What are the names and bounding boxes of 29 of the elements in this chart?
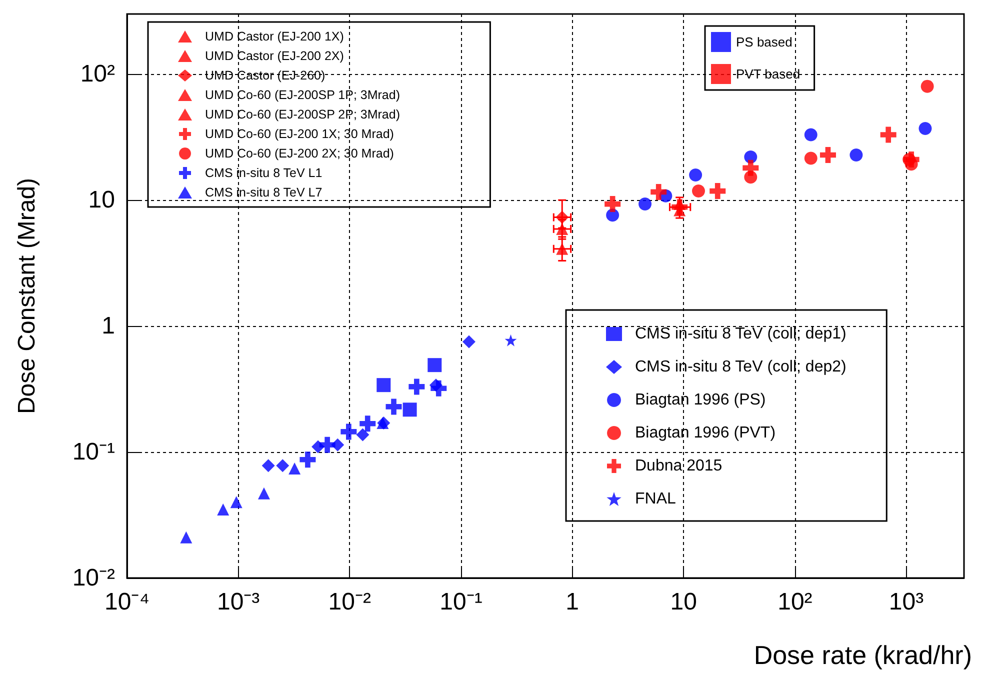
- x-tick-label: 10³: [888, 588, 924, 616]
- legend-label: UMD Co-60 (EJ-200SP 2P; 3Mrad): [205, 108, 400, 122]
- y-tick-label: 10: [88, 186, 115, 214]
- legend-label: FNAL: [635, 490, 676, 508]
- legend-label: CMS in-situ 8 TeV L1: [205, 166, 322, 180]
- legend-label: UMD Castor (EJ-200 1X): [205, 30, 344, 44]
- legend-label: CMS in-situ 8 TeV (coll; dep2): [635, 358, 846, 376]
- legend-label: Biagtan 1996 (PS): [635, 392, 766, 408]
- y-tick-label: 10⁻²: [72, 564, 116, 592]
- legend-label: Dubna 2015: [635, 458, 722, 474]
- legend-label: UMD Co-60 (EJ-200 2X; 30 Mrad): [205, 146, 394, 160]
- legend-label: CMS in-situ 8 TeV (coll; dep1): [635, 326, 846, 342]
- x-tick-label: 10⁻¹: [440, 588, 482, 616]
- legend-label: Biagtan 1996 (PVT): [635, 424, 776, 442]
- y-axis-title: Dose Constant (Mrad): [14, 178, 40, 414]
- y-tick-label: 10⁻¹: [72, 438, 116, 466]
- x-tick-label: 1: [566, 588, 579, 616]
- legend-label: UMD Castor (EJ-200 2X): [205, 49, 344, 63]
- x-tick-label: 10⁻³: [216, 588, 260, 616]
- x-tick-label: 10²: [778, 588, 812, 616]
- legend-label: UMD Co-60 (EJ-200SP 1P; 3Mrad): [205, 88, 400, 102]
- x-axis-title: Dose rate (krad/hr): [754, 640, 972, 670]
- legend-label: CMS in-situ 8 TeV L7: [205, 186, 322, 200]
- y-tick-label: 1: [102, 312, 115, 340]
- legend-label: PS based: [736, 34, 792, 50]
- x-tick-label: 10⁻⁴: [104, 588, 150, 616]
- x-tick-label: 10⁻²: [328, 588, 371, 616]
- y-tick-label: 10²: [80, 60, 116, 88]
- x-tick-label: 10: [670, 588, 697, 616]
